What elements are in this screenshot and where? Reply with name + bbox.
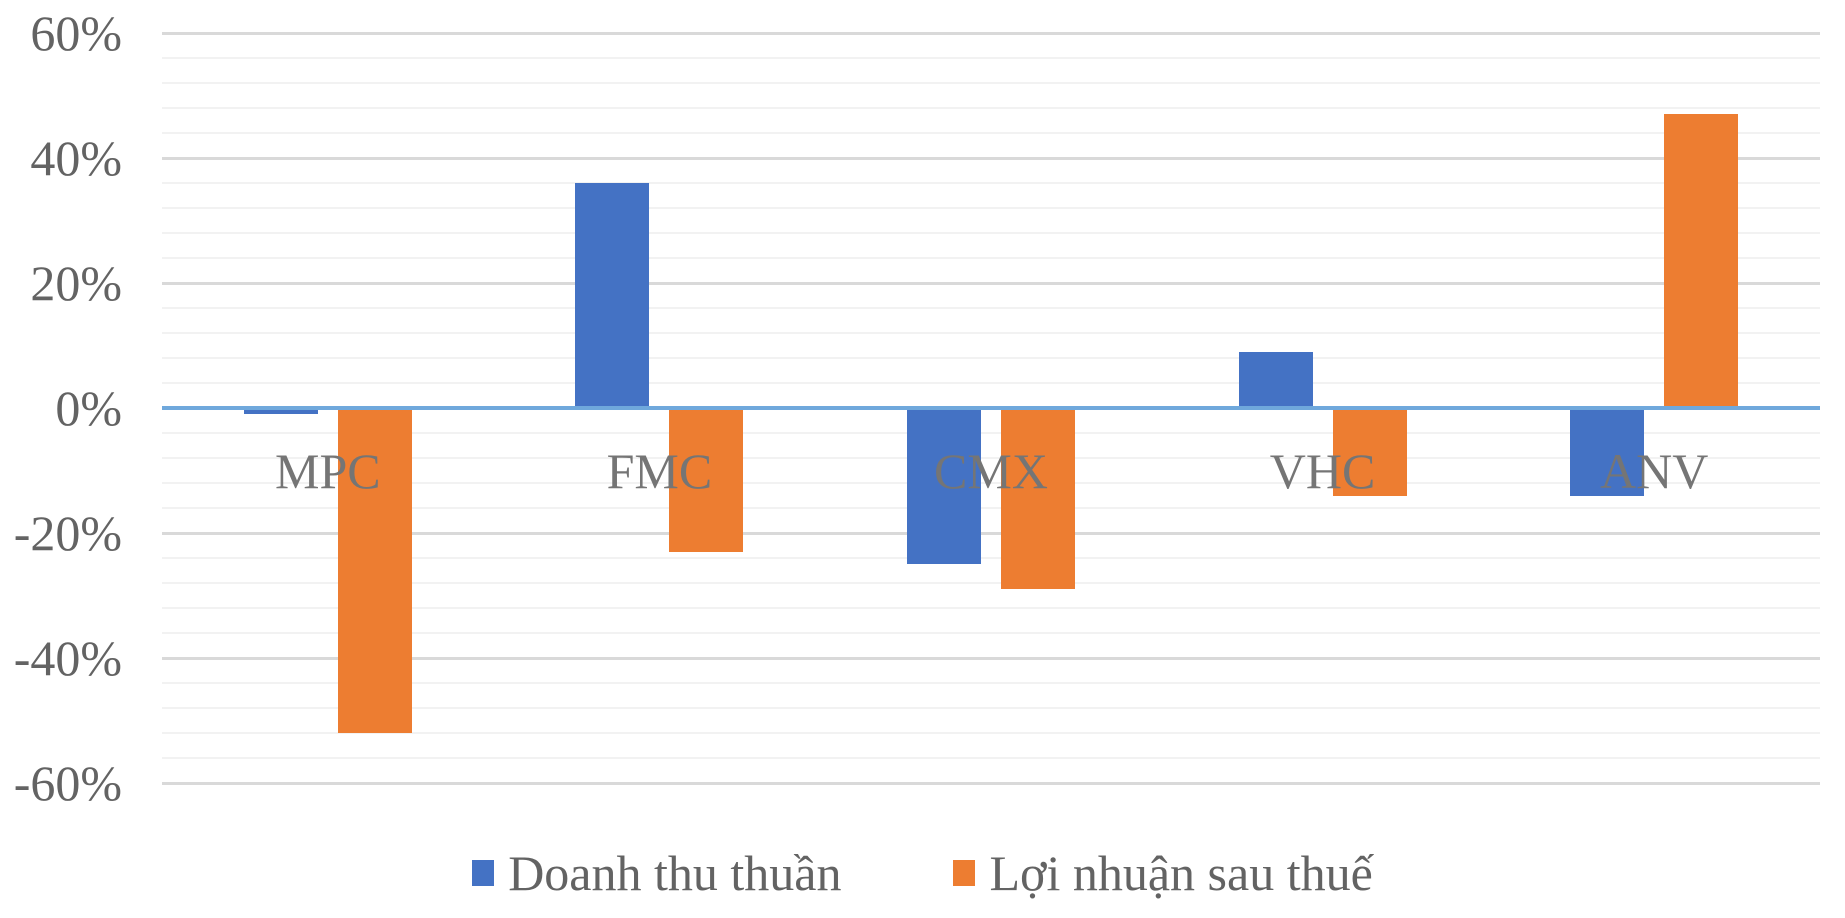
minor-gridline xyxy=(162,757,1820,759)
minor-gridline xyxy=(162,232,1820,234)
bar-fmc-series-0 xyxy=(575,183,650,408)
minor-gridline xyxy=(162,207,1820,209)
legend-label: Doanh thu thuần xyxy=(508,845,842,901)
y-axis-tick-label: 40% xyxy=(30,130,122,186)
minor-gridline xyxy=(162,332,1820,334)
zero-axis-line xyxy=(162,406,1820,410)
minor-gridline xyxy=(162,57,1820,59)
major-gridline xyxy=(162,31,1820,35)
bar-cmx-series-0 xyxy=(907,408,981,565)
minor-gridline xyxy=(162,357,1820,359)
minor-gridline xyxy=(162,632,1820,634)
y-axis-tick-label: 60% xyxy=(30,5,122,61)
category-label-anv: ANV xyxy=(1600,443,1709,499)
bar-anv-series-1 xyxy=(1664,114,1739,408)
category-label-cmx: CMX xyxy=(934,443,1048,499)
legend-item-loi-nhuan-sau-thue: Lợi nhuận sau thuế xyxy=(953,845,1373,901)
bar-anv-series-0 xyxy=(1570,408,1645,496)
y-axis-tick-label: 20% xyxy=(30,255,122,311)
major-gridline xyxy=(162,531,1820,535)
bar-vhc-series-0 xyxy=(1238,351,1313,408)
minor-gridline xyxy=(162,682,1820,684)
minor-gridline xyxy=(162,607,1820,609)
minor-gridline xyxy=(162,457,1820,459)
minor-gridline xyxy=(162,432,1820,434)
minor-gridline xyxy=(162,482,1820,484)
y-axis-tick-label: -40% xyxy=(13,630,122,686)
category-label-vhc: VHC xyxy=(1269,443,1376,499)
major-gridline xyxy=(162,156,1820,160)
major-gridline xyxy=(162,781,1820,785)
legend-item-doanh-thu-thuan: Doanh thu thuần xyxy=(472,848,841,898)
bar-cmx-series-1 xyxy=(1001,408,1075,590)
y-axis-tick-label: 0% xyxy=(55,380,122,436)
category-label-fmc: FMC xyxy=(606,443,713,499)
minor-gridline xyxy=(162,557,1820,559)
minor-gridline xyxy=(162,82,1820,84)
minor-gridline xyxy=(162,507,1820,509)
y-axis-tick-label: -60% xyxy=(13,755,122,811)
minor-gridline xyxy=(162,132,1820,134)
minor-gridline xyxy=(162,582,1820,584)
minor-gridline xyxy=(162,107,1820,109)
legend-label: Lợi nhuận sau thuế xyxy=(989,845,1373,901)
minor-gridline xyxy=(162,382,1820,384)
bar-mpc-series-0 xyxy=(243,408,318,415)
minor-gridline xyxy=(162,257,1820,259)
bar-mpc-series-1 xyxy=(337,408,412,733)
minor-gridline xyxy=(162,307,1820,309)
y-axis-tick-label: -20% xyxy=(13,505,122,561)
bar-vhc-series-1 xyxy=(1332,408,1407,496)
minor-gridline xyxy=(162,707,1820,709)
legend-swatch-orange xyxy=(953,860,976,886)
bar-fmc-series-1 xyxy=(669,408,744,552)
major-gridline xyxy=(162,281,1820,285)
major-gridline xyxy=(162,656,1820,660)
legend: Doanh thu thuần Lợi nhuận sau thuế xyxy=(0,838,1845,908)
category-label-mpc: MPC xyxy=(274,443,381,499)
legend-swatch-blue xyxy=(472,860,495,886)
minor-gridline xyxy=(162,182,1820,184)
minor-gridline xyxy=(162,732,1820,734)
